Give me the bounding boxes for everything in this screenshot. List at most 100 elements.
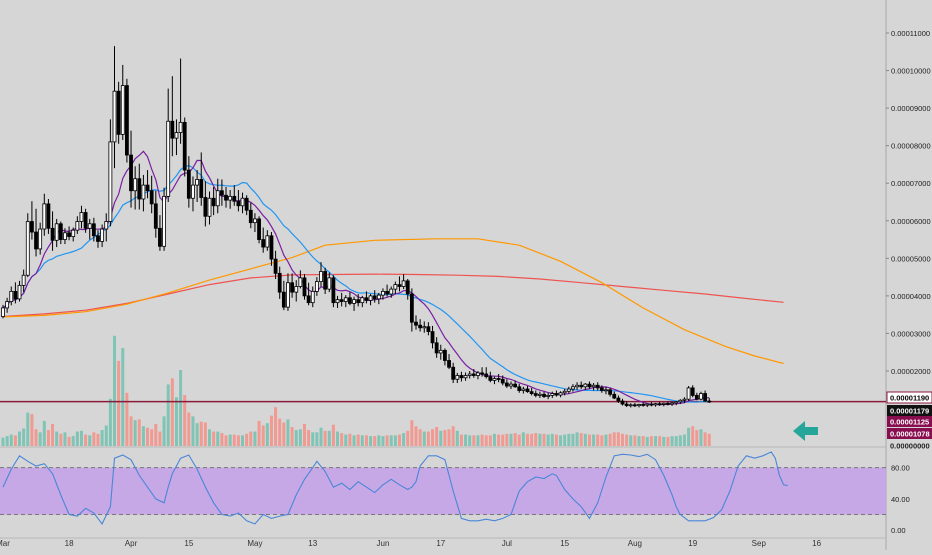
candle-body bbox=[39, 229, 42, 249]
volume-bar bbox=[353, 435, 356, 446]
candle-body bbox=[472, 374, 475, 376]
volume-bar bbox=[158, 432, 161, 446]
candle-body bbox=[439, 350, 442, 353]
volume-bar bbox=[518, 435, 521, 446]
candle-body bbox=[357, 300, 360, 303]
volume-bar bbox=[282, 422, 285, 446]
candle-body bbox=[299, 278, 302, 287]
candle-body bbox=[551, 394, 554, 396]
date-tick-label: 17 bbox=[436, 539, 445, 548]
volume-bar bbox=[443, 430, 446, 446]
volume-bar bbox=[683, 435, 686, 446]
candle-body bbox=[138, 179, 141, 199]
candle-body bbox=[423, 327, 426, 328]
volume-bar bbox=[59, 434, 62, 446]
volume-bar bbox=[2, 438, 5, 446]
date-tick-label: Aug bbox=[628, 539, 642, 548]
volume-bar bbox=[237, 435, 240, 446]
volume-bar bbox=[666, 437, 669, 446]
volume-bar bbox=[617, 432, 620, 446]
candle-body bbox=[629, 405, 632, 406]
volume-bar bbox=[233, 435, 236, 446]
date-tick-label: Jul bbox=[502, 539, 512, 548]
candle-body bbox=[216, 191, 219, 206]
candle-body bbox=[43, 204, 46, 229]
volume-bar bbox=[154, 424, 157, 446]
volume-bar bbox=[695, 430, 698, 446]
volume-bar bbox=[650, 436, 653, 446]
candle-body bbox=[361, 298, 364, 303]
volume-bar bbox=[514, 433, 517, 446]
candle-body bbox=[121, 86, 124, 135]
candle-body bbox=[14, 291, 17, 299]
volume-bar bbox=[72, 436, 75, 446]
candle-body bbox=[613, 394, 616, 398]
candle-body bbox=[621, 401, 624, 404]
rsi-tick-label: 80.00 bbox=[891, 464, 910, 473]
volume-bar bbox=[47, 430, 50, 446]
candle-body bbox=[117, 91, 120, 134]
volume-bar bbox=[485, 435, 488, 446]
volume-bar bbox=[92, 432, 95, 446]
candle-body bbox=[158, 228, 161, 246]
volume-bar bbox=[35, 429, 38, 446]
candle-body bbox=[146, 185, 149, 191]
volume-bar bbox=[142, 426, 145, 446]
candle-body bbox=[526, 389, 529, 392]
candle-body bbox=[291, 283, 294, 292]
candle-body bbox=[320, 271, 323, 281]
candle-body bbox=[381, 291, 384, 295]
candle-body bbox=[617, 398, 620, 401]
volume-bar bbox=[311, 432, 314, 446]
candle-body bbox=[295, 287, 298, 293]
candle-body bbox=[419, 325, 422, 328]
candle-body bbox=[489, 377, 492, 381]
volume-bar bbox=[229, 435, 232, 446]
date-tick-label: Jun bbox=[377, 539, 390, 548]
candle-body bbox=[18, 285, 21, 299]
candle-body bbox=[26, 222, 29, 276]
candle-body bbox=[534, 394, 537, 396]
candle-body bbox=[191, 185, 194, 198]
volume-bar bbox=[43, 421, 46, 446]
candle-body bbox=[35, 232, 38, 249]
candle-body bbox=[406, 281, 409, 294]
price-tag-label: 0.00001179 bbox=[890, 407, 929, 416]
candle-body bbox=[113, 91, 116, 142]
volume-bar bbox=[633, 435, 636, 446]
volume-bar bbox=[704, 432, 707, 446]
volume-bar bbox=[220, 433, 223, 446]
price-tick-label: 0.00011000 bbox=[891, 29, 930, 38]
volume-bar bbox=[555, 435, 558, 446]
volume-bar bbox=[196, 423, 199, 446]
date-tick-label: 13 bbox=[308, 539, 317, 548]
volume-bar bbox=[588, 435, 591, 446]
candle-body bbox=[509, 384, 512, 386]
volume-bar bbox=[291, 427, 294, 446]
volume-bar bbox=[427, 432, 430, 446]
volume-bar bbox=[625, 435, 628, 446]
candle-body bbox=[96, 236, 99, 242]
volume-bar bbox=[204, 422, 207, 446]
candle-body bbox=[394, 285, 397, 290]
candle-body bbox=[592, 385, 595, 387]
candle-body bbox=[59, 224, 62, 240]
candle-body bbox=[497, 379, 500, 380]
candle-body bbox=[266, 236, 269, 247]
price-tag-label: 0.00001125 bbox=[890, 418, 929, 427]
candle-body bbox=[328, 278, 331, 289]
volume-bar bbox=[18, 432, 21, 446]
volume-bar bbox=[262, 425, 265, 446]
candle-body bbox=[464, 376, 467, 378]
volume-bar bbox=[509, 434, 512, 446]
candle-body bbox=[2, 308, 5, 317]
rsi-band bbox=[0, 468, 886, 515]
volume-bar bbox=[658, 436, 661, 446]
candle-body bbox=[105, 222, 108, 230]
candle-body bbox=[233, 196, 236, 201]
candle-body bbox=[63, 233, 66, 240]
volume-bar bbox=[638, 436, 641, 446]
candle-body bbox=[675, 402, 678, 403]
